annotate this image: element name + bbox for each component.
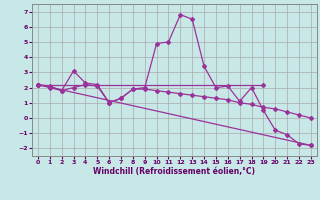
X-axis label: Windchill (Refroidissement éolien,°C): Windchill (Refroidissement éolien,°C) — [93, 167, 255, 176]
